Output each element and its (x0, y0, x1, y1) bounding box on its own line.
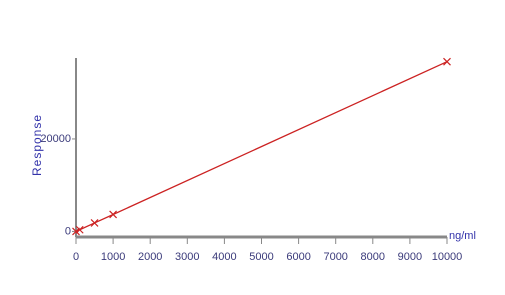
x-tick-label: 10000 (432, 251, 463, 263)
data-point (75, 225, 84, 234)
y-tick-label: 20000 (40, 133, 71, 145)
x-tick-label: 0 (73, 251, 79, 263)
x-tick-label: 8000 (361, 251, 385, 263)
x-tick-label: 6000 (286, 251, 310, 263)
x-tick-label: 4000 (212, 251, 236, 263)
x-tick-label: 3000 (175, 251, 199, 263)
data-point (109, 210, 118, 219)
x-tick-label: 1000 (101, 251, 125, 263)
y-tick-label: 0 (65, 225, 71, 237)
x-axis-label: ng/ml (449, 230, 476, 242)
x-tick-label: 2000 (138, 251, 162, 263)
x-tick-label: 9000 (398, 251, 422, 263)
data-point (443, 57, 451, 66)
series-line (75, 61, 448, 233)
y-axis-label: Response (30, 114, 44, 176)
data-point (90, 219, 99, 227)
x-tick-label: 7000 (323, 251, 347, 263)
x-tick-label: 5000 (249, 251, 273, 263)
